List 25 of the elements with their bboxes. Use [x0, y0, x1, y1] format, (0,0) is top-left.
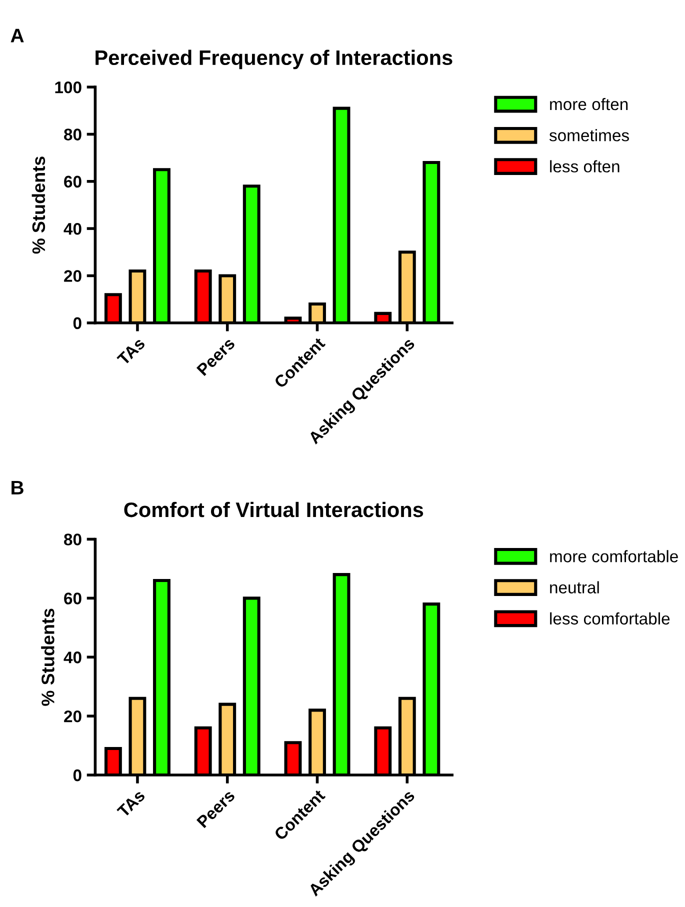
y-tick-label: 0	[73, 317, 82, 330]
x-tick-label: TAs	[116, 789, 146, 818]
y-tick-label: 80	[64, 534, 82, 546]
legend-label: sometimes	[549, 129, 629, 142]
y-tick-label: 60	[64, 176, 82, 188]
y-tick-label: 80	[64, 128, 82, 140]
legend-label: neutral	[550, 581, 599, 594]
y-tick-label: 0	[73, 769, 82, 782]
chart-title: Perceived Frequency of Interactions	[96, 50, 452, 70]
text: A	[10, 28, 24, 42]
y-tick-label: 60	[64, 592, 82, 604]
y-axis-title: % Students	[32, 156, 46, 254]
y-tick-label: 20	[64, 270, 82, 282]
chart-title: Comfort of Virtual Interactions	[124, 502, 424, 518]
y-tick-label: 20	[64, 710, 82, 722]
legend-label: less often	[550, 160, 620, 172]
text: B	[12, 480, 24, 494]
y-tick-label: 100	[55, 81, 82, 94]
legend-label: less comfortable	[550, 612, 670, 625]
y-tick-label: 40	[64, 222, 82, 235]
y-tick-label: 40	[64, 652, 82, 664]
legend-label: more often	[550, 98, 628, 110]
x-tick-label: TAs	[116, 337, 146, 366]
legend-label: more comfortable	[550, 550, 678, 562]
y-axis-title: % Students	[41, 608, 54, 706]
